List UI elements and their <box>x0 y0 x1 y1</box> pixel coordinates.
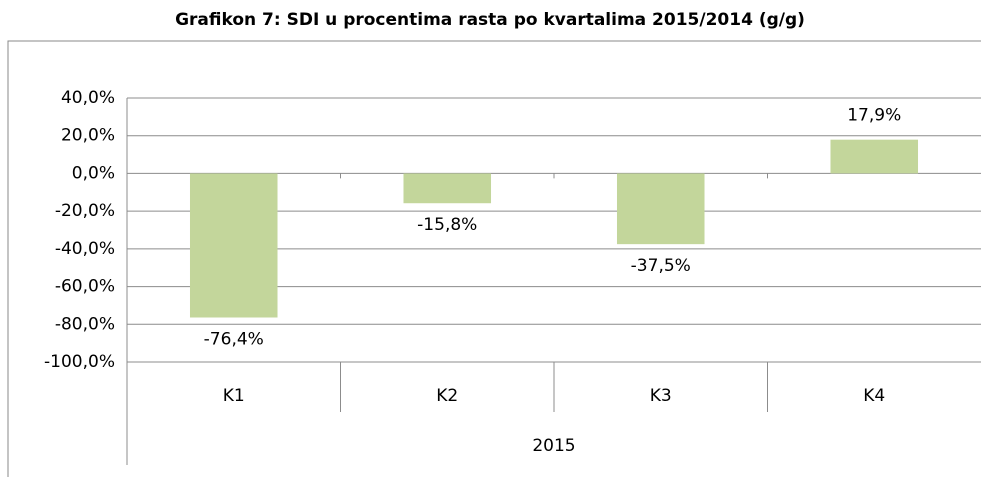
value-label: -37,5% <box>631 256 691 276</box>
y-tick-label: -80,0% <box>55 314 115 334</box>
x-tick-label: K2 <box>436 386 458 406</box>
y-tick-label: 20,0% <box>61 126 115 146</box>
y-tick-label: 0,0% <box>72 163 115 183</box>
group-label: 2015 <box>532 436 575 456</box>
bar <box>616 173 705 245</box>
bar <box>403 173 492 204</box>
y-tick-label: -100,0% <box>44 352 115 372</box>
value-label: -76,4% <box>204 329 264 349</box>
value-label: -15,8% <box>417 215 477 235</box>
bar <box>189 173 278 318</box>
chart-frame <box>7 40 981 477</box>
x-tick-label: K3 <box>650 386 672 406</box>
y-tick-label: -20,0% <box>55 201 115 221</box>
value-label: 17,9% <box>847 106 901 126</box>
x-tick-label: K4 <box>863 386 885 406</box>
bar <box>830 139 919 174</box>
y-tick-label: 40,0% <box>61 88 115 108</box>
y-tick-label: -40,0% <box>55 239 115 259</box>
chart-title: Grafikon 7: SDI u procentima rasta po kv… <box>175 10 805 30</box>
y-tick-label: -60,0% <box>55 277 115 297</box>
x-tick-label: K1 <box>223 386 245 406</box>
